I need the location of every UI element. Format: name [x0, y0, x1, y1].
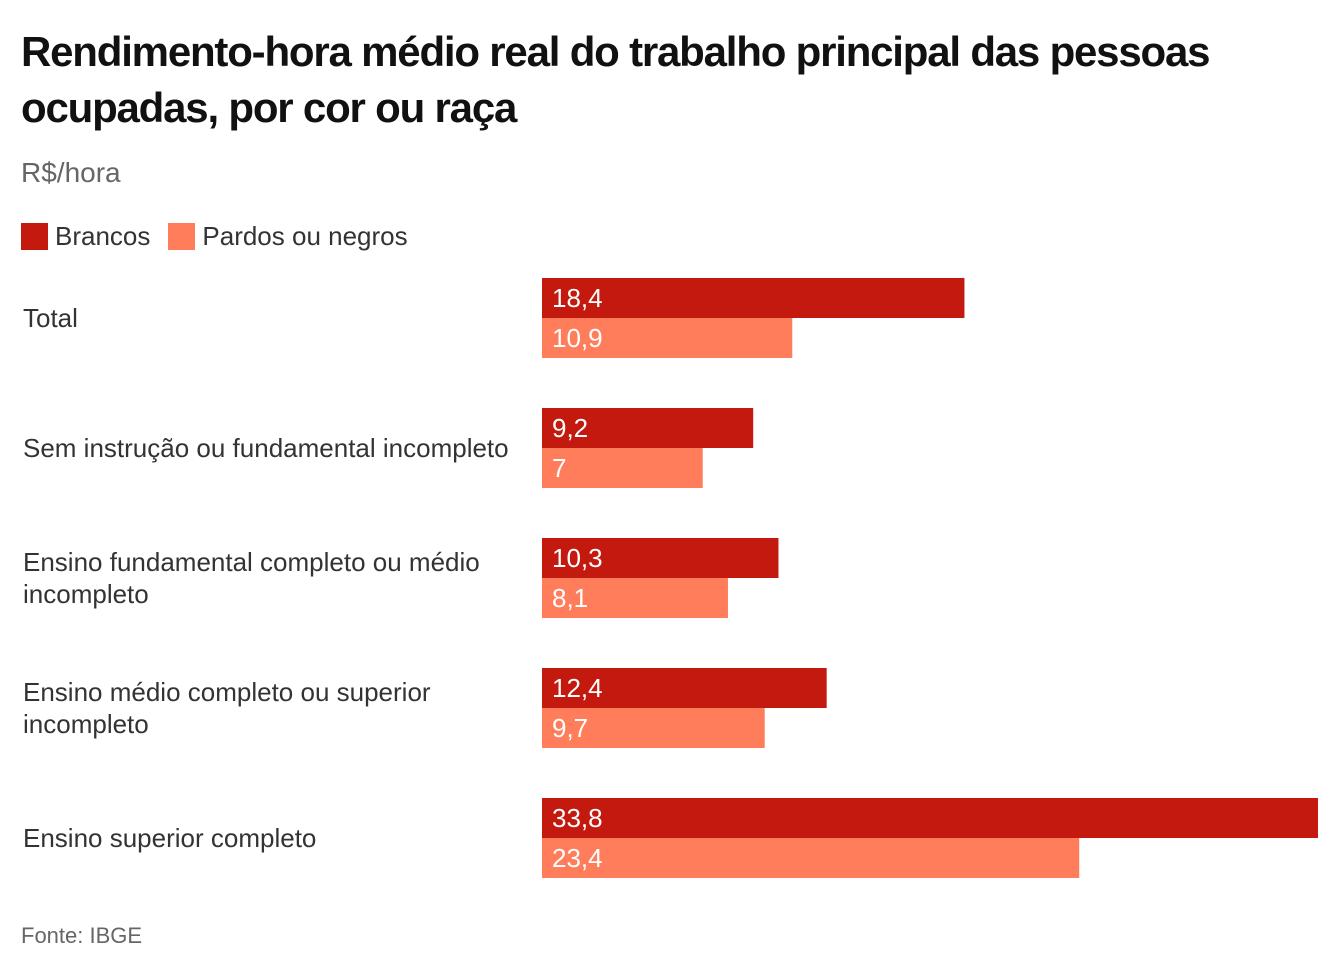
bar-brancos — [542, 408, 754, 448]
legend-item-pardos: Pardos ou negros — [168, 220, 408, 252]
bar-value-label: 18,4 — [552, 283, 603, 313]
chart-title: Rendimento-hora médio real do trabalho p… — [21, 28, 1210, 131]
bar-pardos — [542, 838, 1080, 878]
category-label: Sem instrução ou fundamental incompleto — [23, 433, 509, 463]
bar-brancos — [542, 278, 965, 318]
legend-swatch-pardos — [168, 222, 196, 250]
bar-pardos — [542, 578, 728, 618]
bar-brancos — [542, 668, 827, 708]
legend-swatch-brancos — [21, 222, 48, 250]
legend-label-brancos: Brancos — [55, 220, 151, 251]
category-label: Ensino superior completo — [23, 823, 317, 853]
bar-value-label: 9,2 — [552, 413, 588, 443]
legend-label-pardos: Pardos ou negros — [202, 220, 408, 251]
bar-value-label: 12,4 — [552, 673, 603, 703]
legend: Brancos Pardos ou negros — [21, 218, 426, 254]
category-label: Ensino médio completo ou superior incomp… — [23, 677, 431, 739]
category-label: Ensino fundamental completo ou médio inc… — [23, 547, 480, 609]
legend-item-brancos: Brancos — [21, 221, 150, 252]
bar-value-label: 7 — [552, 453, 566, 483]
source-note: Fonte: IBGE — [21, 923, 143, 948]
bar-pardos — [542, 448, 703, 488]
bar-brancos — [542, 538, 779, 578]
category-label: Total — [23, 303, 78, 333]
bar-brancos — [542, 798, 1318, 838]
bar-chart: 18,4 10,9 9,2 7 10,3 8,1 12,4 9,7 33,8 23,4 — [542, 278, 1318, 878]
bar-pardos — [542, 318, 793, 358]
bar-value-label: 8,1 — [552, 583, 588, 613]
bar-value-label: 9,7 — [552, 713, 588, 743]
bar-value-label: 23,4 — [552, 843, 603, 873]
bar-value-label: 10,3 — [552, 543, 603, 573]
bar-pardos — [542, 708, 765, 748]
chart-subtitle: R$/hora — [21, 157, 121, 188]
bar-value-label: 10,9 — [552, 323, 603, 353]
bar-value-label: 33,8 — [552, 803, 603, 833]
